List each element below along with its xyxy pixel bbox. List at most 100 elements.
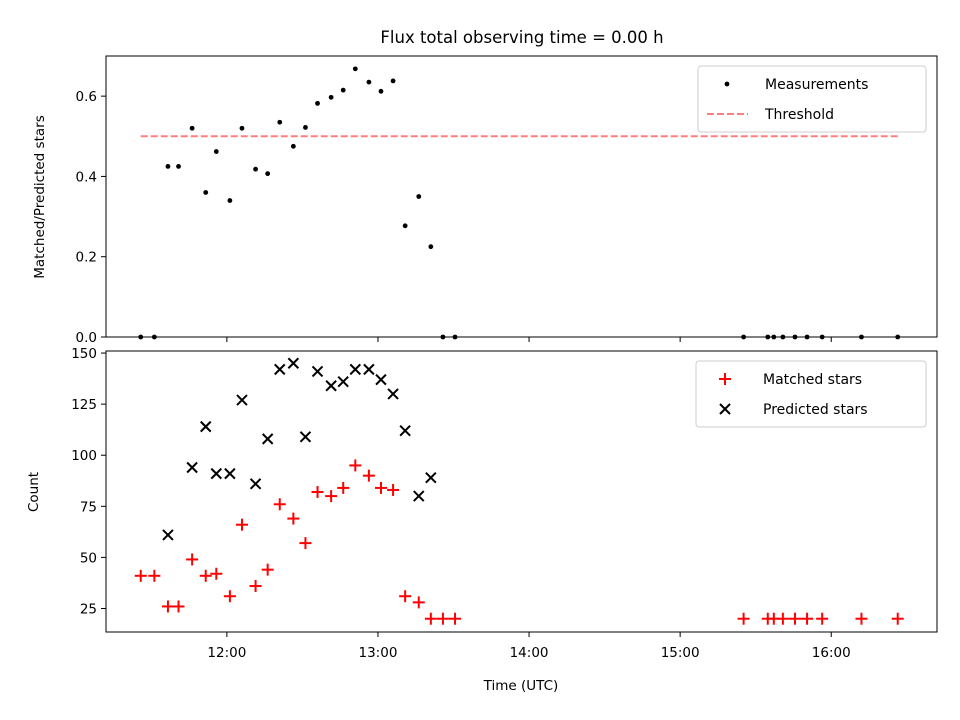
ratio-ytick-label: 0.0 — [76, 330, 97, 346]
matched-star-point — [891, 612, 904, 625]
predicted-star-point — [337, 375, 349, 388]
measurement-point — [390, 78, 396, 84]
ratio-ytick-label: 0.6 — [76, 89, 97, 105]
legend-predicted-label: Predicted stars — [763, 402, 868, 418]
measurement-point — [253, 166, 258, 172]
ratio-ytick-label: 0.2 — [76, 250, 97, 266]
matched-star-point — [235, 518, 248, 531]
matched-star-point — [816, 612, 829, 625]
panel-count: 25 50 75 100 125 150 12:00 13:00 14:00 15:00 16:0… — [26, 346, 938, 694]
matched-star-point — [412, 596, 425, 609]
measurement-point — [895, 334, 901, 340]
matched-star-point — [287, 512, 300, 525]
measurement-point — [741, 334, 747, 340]
matched-star-point — [261, 563, 274, 576]
xtick-label: 12:00 — [207, 645, 246, 661]
measurement-point — [780, 334, 786, 340]
predicted-star-point — [162, 529, 174, 541]
chart-title: Flux total observing time = 0.00 h — [380, 28, 663, 47]
measurement-point — [452, 334, 458, 340]
panel-ratio-yticks: 0.0 0.2 0.4 0.6 — [76, 89, 106, 346]
x-axis-label: Time (UTC) — [483, 678, 559, 694]
measurement-point — [138, 334, 144, 340]
predicted-star-point — [287, 357, 300, 369]
measurement-point — [378, 88, 384, 94]
matched-star-point — [399, 590, 412, 603]
matched-star-point — [362, 469, 375, 482]
legend-threshold-label: Threshold — [764, 107, 834, 123]
predicted-star-point — [387, 388, 399, 400]
predicted-star-point — [274, 363, 286, 376]
predicted-star-point — [224, 467, 236, 480]
legend-measurements-label: Measurements — [765, 77, 868, 93]
panel-ratio-xticks — [226, 337, 832, 342]
predicted-star-point — [186, 461, 198, 474]
measurement-point — [315, 100, 320, 106]
count-ytick-label: 150 — [71, 346, 97, 362]
count-ytick-label: 25 — [80, 601, 97, 617]
measurement-point — [176, 163, 181, 169]
matched-star-point — [311, 486, 324, 499]
predicted-star-point — [375, 373, 387, 386]
measurement-point — [440, 334, 446, 340]
measurement-point — [290, 143, 296, 149]
panel-count-frame — [105, 350, 938, 633]
measurement-point — [303, 125, 308, 130]
predicted-star-point — [325, 380, 337, 392]
xtick-label: 13:00 — [359, 645, 398, 661]
measurement-point — [203, 190, 209, 195]
legend-measurements-marker — [724, 81, 730, 87]
matched-star-point — [436, 612, 449, 625]
measurement-point — [428, 244, 434, 250]
panel-count-xticks: 12:00 13:00 14:00 15:00 16:00 — [207, 632, 851, 661]
matched-star-point — [387, 483, 400, 496]
matched-star-point — [337, 481, 350, 494]
matched-star-point — [249, 580, 262, 593]
legend-ratio-box — [697, 65, 927, 133]
panel-ratio-frame — [105, 55, 938, 338]
predicted-star-point — [425, 471, 437, 484]
predicted-star-point — [249, 478, 262, 490]
measurement-point — [792, 334, 798, 340]
panel-ratio-marks — [138, 66, 901, 340]
legend-predicted-marker — [719, 403, 731, 415]
matched-star-point — [374, 481, 387, 494]
legend-matched-marker — [719, 373, 731, 385]
measurement-point — [765, 334, 771, 340]
count-ytick-label: 100 — [71, 448, 97, 464]
matched-star-point — [172, 600, 185, 613]
legend-count: Matched stars Predicted stars — [695, 360, 927, 428]
matched-star-point — [801, 612, 814, 625]
count-ytick-label: 125 — [71, 397, 97, 413]
measurement-point — [277, 119, 283, 125]
measurement-point — [328, 94, 334, 100]
legend-matched-label: Matched stars — [763, 372, 862, 388]
matched-star-point — [199, 569, 212, 582]
matched-star-point — [273, 498, 286, 511]
panel-count-ylabel: Count — [26, 472, 42, 512]
panel-ratio: 0.0 0.2 0.4 0.6 Matched/Predicted stars Mea… — [32, 55, 938, 346]
panel-ratio-ylabel: Matched/Predicted stars — [32, 115, 48, 278]
legend-ratio: Measurements Threshold — [697, 65, 927, 133]
measurement-point — [227, 198, 233, 203]
matched-star-point — [349, 459, 362, 472]
xtick-label: 15:00 — [661, 645, 700, 661]
measurement-point — [213, 149, 219, 154]
measurement-point — [819, 334, 825, 340]
matched-star-point — [210, 567, 223, 580]
matched-star-point — [299, 537, 312, 550]
measurement-point — [771, 334, 777, 340]
matched-star-point — [776, 612, 789, 625]
count-ytick-label: 75 — [80, 499, 97, 515]
count-ytick-label: 50 — [80, 550, 97, 566]
measurement-point — [265, 171, 271, 177]
predicted-star-point — [299, 431, 312, 443]
predicted-star-point — [413, 490, 425, 502]
predicted-star-point — [349, 363, 362, 376]
measurement-point — [151, 334, 157, 340]
panel-count-marks — [134, 357, 904, 625]
predicted-star-point — [210, 467, 223, 480]
matched-star-point — [855, 612, 868, 625]
measurement-point — [366, 79, 372, 85]
